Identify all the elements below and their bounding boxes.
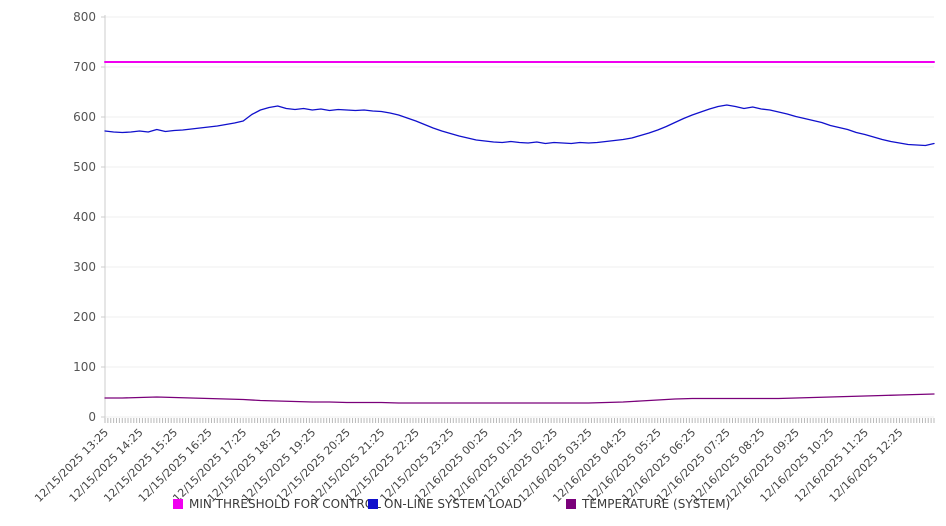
legend-swatch-icon: [173, 499, 183, 509]
y-axis-label: 700: [73, 60, 96, 74]
legend-swatch-icon: [368, 499, 378, 509]
y-axis-label: 500: [73, 160, 96, 174]
series-line-2: [104, 393, 935, 404]
y-axis-label: 600: [73, 110, 96, 124]
y-axis-label: 0: [88, 410, 96, 424]
legend-label: TEMPERATURE (SYSTEM): [582, 497, 731, 511]
y-axis-label: 200: [73, 310, 96, 324]
y-axis-label: 100: [73, 360, 96, 374]
legend-label: MIN THRESHOLD FOR CONTROL: [189, 497, 381, 511]
legend-swatch-icon: [566, 499, 576, 509]
legend-label: ON-LINE SYSTEM LOAD: [384, 497, 522, 511]
y-axis-label: 800: [73, 10, 96, 24]
series-line-1: [104, 104, 935, 147]
legend-item-0[interactable]: MIN THRESHOLD FOR CONTROL: [173, 497, 381, 511]
legend-item-1[interactable]: ON-LINE SYSTEM LOAD: [368, 497, 522, 511]
y-axis-label: 300: [73, 260, 96, 274]
y-axis-label: 400: [73, 210, 96, 224]
legend-item-2[interactable]: TEMPERATURE (SYSTEM): [566, 497, 730, 511]
